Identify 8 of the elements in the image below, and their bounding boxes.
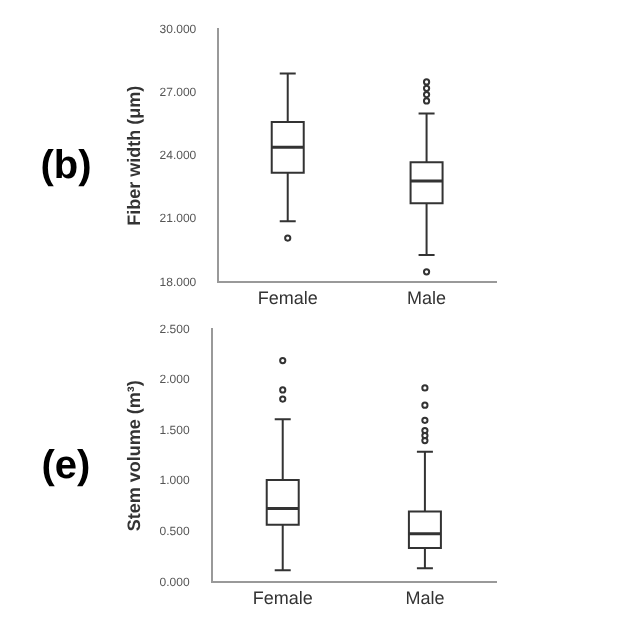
x-tick-label: Female (257, 288, 318, 309)
y-axis-title: Fiber width (μm) (123, 85, 144, 226)
text: (b) (40, 143, 92, 187)
text: (e) (41, 443, 91, 487)
x-tick-label: Female (252, 588, 313, 609)
x-tick-label: Male (405, 588, 445, 609)
x-tick-label: Male (407, 288, 447, 309)
y-axis-title: Stem volume (m³) (123, 380, 144, 532)
